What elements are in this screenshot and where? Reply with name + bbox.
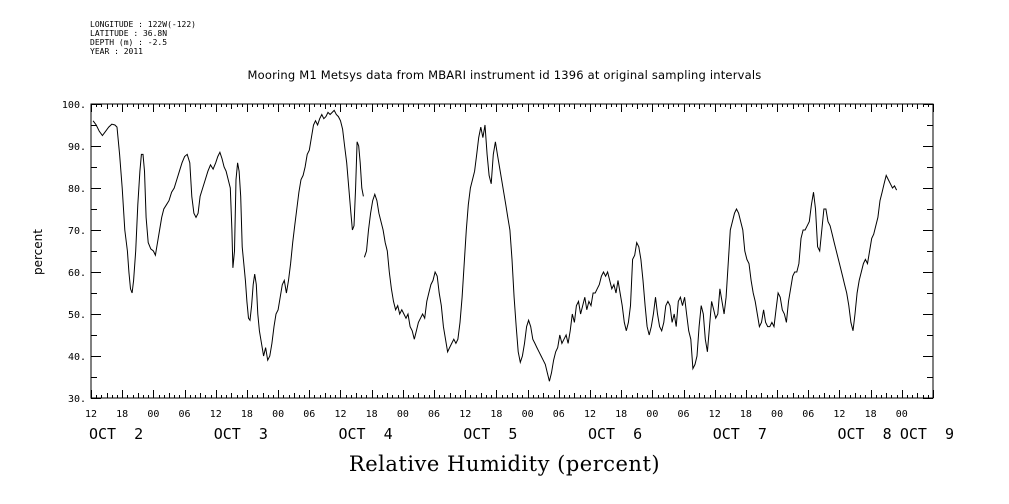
y-tick-label: 90.: [68, 142, 86, 153]
y-tick-label: 80.: [68, 184, 86, 195]
x-hour-label: 06: [677, 409, 689, 420]
x-hour-label: 18: [615, 409, 627, 420]
x-hour-label: 00: [272, 409, 284, 420]
x-hour-label: 12: [584, 409, 596, 420]
x-hour-label: 12: [334, 409, 346, 420]
x-hour-label: 12: [833, 409, 845, 420]
x-date-label: OCT 6: [588, 425, 642, 443]
x-date-label: OCT 5: [463, 425, 517, 443]
plot-border: [90, 103, 934, 399]
year-label: YEAR : 2011: [90, 47, 143, 56]
series-line-segment: [363, 124, 898, 382]
x-hour-label: 06: [179, 409, 191, 420]
x-date-label: OCT 9: [900, 425, 954, 443]
x-date-label: OCT 4: [338, 425, 392, 443]
x-hour-label: 06: [303, 409, 315, 420]
y-tick-label: 100.: [62, 100, 86, 111]
x-hour-label: 18: [116, 409, 128, 420]
x-hour-label: 06: [802, 409, 814, 420]
series-line-segment: [92, 109, 364, 362]
metadata-block: LONGITUDE : 122W(-122) LATITUDE : 36.8N …: [90, 20, 196, 56]
series-layer: [92, 109, 898, 382]
x-hour-label: 00: [397, 409, 409, 420]
y-tick-label: 50.: [68, 310, 86, 321]
y-axis: 30. 40. 50. 60. 70. 80. 90. 100.: [62, 100, 933, 405]
x-hour-label: 18: [865, 409, 877, 420]
plot-frame: [90, 103, 934, 399]
chart-title: Mooring M1 Metsys data from MBARI instru…: [247, 68, 762, 82]
x-hour-label: 12: [459, 409, 471, 420]
x-date-label: OCT 8: [837, 425, 891, 443]
y-tick-label: 40.: [68, 352, 86, 363]
latitude-label: LATITUDE : 36.8N: [90, 29, 168, 38]
x-hour-label: 00: [147, 409, 159, 420]
x-hour-label: 18: [490, 409, 502, 420]
x-hour-label: 00: [896, 409, 908, 420]
x-axis: 12 18 00 06 12 18 00 06 12 18 00 06 12 18 00 06 12 18 00 06…: [85, 104, 954, 443]
x-hour-label: 12: [210, 409, 222, 420]
x-hour-label: 12: [85, 409, 97, 420]
x-hour-label: 06: [428, 409, 440, 420]
x-hour-label: 18: [366, 409, 378, 420]
x-hour-label: 18: [740, 409, 752, 420]
x-hour-label: 12: [709, 409, 721, 420]
x-hour-label: 00: [522, 409, 534, 420]
x-date-label: OCT 3: [214, 425, 268, 443]
x-date-label: OCT 2: [89, 425, 143, 443]
y-axis-label: percent: [31, 229, 45, 275]
x-hour-label: 06: [553, 409, 565, 420]
x-hour-label: 00: [646, 409, 658, 420]
x-axis-label: Relative Humidity (percent): [348, 452, 661, 476]
depth-label: DEPTH (m) : -2.5: [90, 38, 168, 47]
y-tick-label: 30.: [68, 394, 86, 405]
x-date-label: OCT 7: [713, 425, 767, 443]
y-tick-label: 60.: [68, 268, 86, 279]
longitude-label: LONGITUDE : 122W(-122): [90, 20, 196, 29]
y-tick-label: 70.: [68, 226, 86, 237]
x-hour-label: 18: [241, 409, 253, 420]
x-hour-label: 00: [771, 409, 783, 420]
